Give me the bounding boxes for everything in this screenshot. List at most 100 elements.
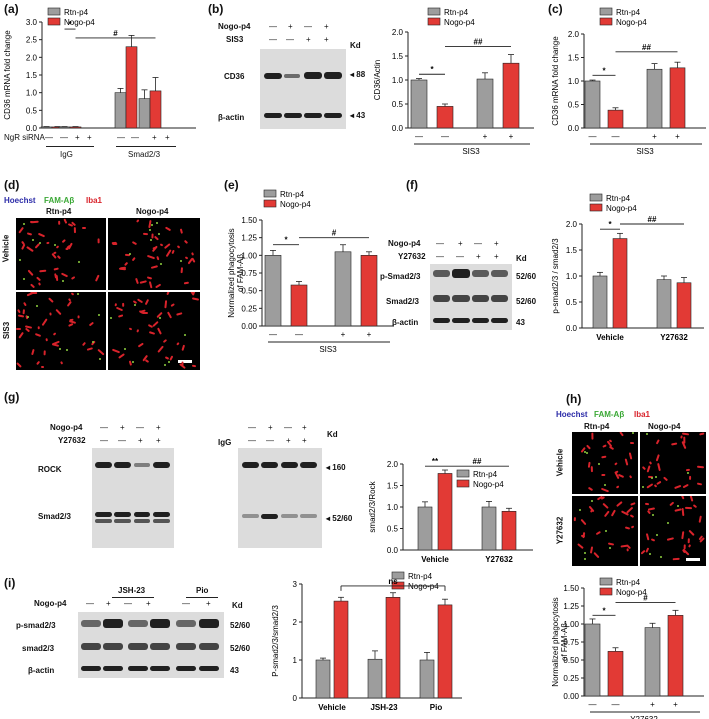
cell-mark xyxy=(662,476,669,482)
cell-mark xyxy=(162,339,167,344)
f-band-s-2 xyxy=(452,295,470,302)
cell-mark xyxy=(118,314,124,318)
chart-c: 0.0 0.5 1.0 1.5 2.0 CD36 mRNA fold change Rtn-… xyxy=(551,7,706,156)
cell-mark xyxy=(43,350,47,357)
a-sign-5: — xyxy=(117,133,125,142)
b-row1-label: Nogo-p4 xyxy=(218,22,251,31)
cell-mark xyxy=(184,282,190,285)
cell-mark xyxy=(156,255,160,260)
b-mw1: ◂ 88 xyxy=(350,70,366,79)
i-band-s-4 xyxy=(150,643,170,650)
cell-mark xyxy=(27,232,33,236)
y-tick-label: 1 xyxy=(293,656,298,665)
panel-label-d: (d) xyxy=(4,178,20,192)
x-sign-label: — xyxy=(441,132,449,141)
panel-label-i: (i) xyxy=(4,576,16,590)
b-r1-s2: + xyxy=(288,22,293,31)
y-tick-label: 0.25 xyxy=(241,304,257,313)
d-col2: Nogo-p4 xyxy=(136,207,169,216)
cell-mark xyxy=(624,458,629,466)
cell-mark xyxy=(674,485,682,490)
fam-abeta-mark xyxy=(151,224,154,227)
i-band-s-5 xyxy=(176,643,196,650)
i-s1: — xyxy=(86,599,94,608)
g-right-smad-1 xyxy=(242,514,259,518)
cell-mark xyxy=(679,435,683,440)
cell-mark xyxy=(670,442,678,446)
y-tick-label: 2.0 xyxy=(387,460,399,469)
i-band-p-4 xyxy=(150,619,170,628)
legend-swatch-nogo xyxy=(427,17,441,26)
cell-mark xyxy=(17,314,24,318)
b-r1-s3: — xyxy=(304,22,312,31)
fam-abeta-mark xyxy=(686,472,689,475)
g-mw1-value: 160 xyxy=(332,463,346,472)
panel-label-g: (g) xyxy=(4,390,20,404)
a-sign-8: + xyxy=(165,133,170,142)
significance-label: # xyxy=(643,593,648,602)
legend-swatch-rtn xyxy=(456,469,470,478)
bar-nogo xyxy=(385,596,401,699)
cell-mark xyxy=(681,530,685,539)
y-tick-label: 0.0 xyxy=(568,124,580,133)
bar-nogo xyxy=(360,255,378,327)
cell-mark xyxy=(16,362,23,369)
g-r1-s2: + xyxy=(120,423,125,432)
chart-f: 0.0 0.5 1.0 1.5 2.0 p-smad2/3 / smad2/3 Rtn-p4… xyxy=(551,193,704,342)
f-band-a-4 xyxy=(491,318,508,323)
g-left-smad-1 xyxy=(95,512,112,517)
f-r1-s3: — xyxy=(474,239,482,248)
cell-mark xyxy=(686,468,691,472)
g-left-rock-2 xyxy=(114,462,131,468)
d-col1: Rtn-p4 xyxy=(46,207,72,216)
cell-mark xyxy=(144,298,150,305)
g-band1-label: ROCK xyxy=(38,465,62,474)
a-sign-4: + xyxy=(87,133,92,142)
h-col1: Rtn-p4 xyxy=(584,422,610,431)
cell-mark xyxy=(628,474,633,479)
fam-abeta-mark xyxy=(164,363,167,366)
chart-a: 0.0 0.5 1.0 1.5 2.0 2.5 3.0 CD36 mRNA fold chan… xyxy=(3,7,196,133)
b-blot xyxy=(260,49,346,129)
y-tick-label: 1.5 xyxy=(387,482,399,491)
bar-rtn xyxy=(410,79,428,129)
d-stain2: FAM-Aβ xyxy=(44,196,75,205)
cell-mark xyxy=(58,220,61,225)
f-band-a-3 xyxy=(472,318,489,323)
cell-mark xyxy=(136,328,140,333)
fam-abeta-mark xyxy=(91,341,94,344)
d-image-vehicle-nogo xyxy=(108,218,200,290)
bar-rtn xyxy=(646,68,663,129)
y-tick-label: 0.0 xyxy=(392,124,404,133)
y-tick-label: 1.5 xyxy=(392,52,404,61)
bar-rtn xyxy=(584,623,601,697)
y-tick-label: 0.5 xyxy=(387,525,399,534)
cell-mark xyxy=(176,245,181,249)
cell-mark xyxy=(699,432,705,436)
g-mw2: ◂ 52/60 xyxy=(326,514,353,523)
g-r1-s5: — xyxy=(248,423,256,432)
significance-label: ** xyxy=(432,457,439,466)
cell-mark xyxy=(626,506,634,514)
legend-swatch-nogo xyxy=(263,199,277,208)
y-tick-label: 2.0 xyxy=(26,53,38,62)
d-scale-bar xyxy=(178,360,192,363)
y-tick-label: 0.0 xyxy=(387,546,399,555)
a-group-smad: Smad2/3 xyxy=(128,150,161,159)
y-tick-label: 0.25 xyxy=(563,674,579,683)
significance-label: * xyxy=(68,20,72,29)
cell-mark xyxy=(171,250,175,255)
cell-mark xyxy=(600,487,609,493)
cell-mark xyxy=(129,327,133,331)
cell-mark xyxy=(669,501,675,507)
cell-mark xyxy=(697,465,705,469)
bar-nogo xyxy=(437,473,453,551)
cell-mark xyxy=(680,496,685,501)
fam-abeta-mark xyxy=(641,486,644,489)
cell-mark xyxy=(644,502,649,506)
g-right-rock-4 xyxy=(300,462,317,468)
y-tick-label: 0 xyxy=(293,694,298,703)
cell-mark xyxy=(22,309,25,315)
i-s6: + xyxy=(206,599,211,608)
cell-mark xyxy=(600,473,605,477)
